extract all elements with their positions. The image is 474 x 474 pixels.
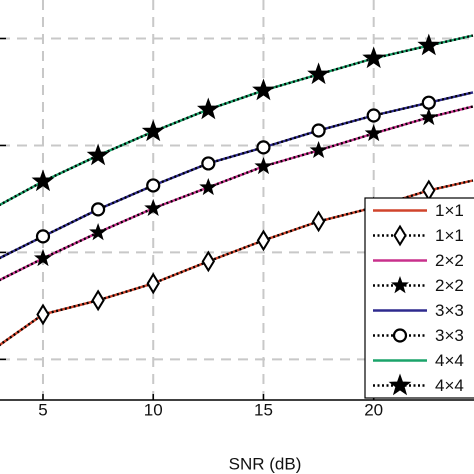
marker xyxy=(197,97,220,120)
marker xyxy=(256,229,271,252)
series xyxy=(0,33,474,207)
series xyxy=(0,91,474,260)
line xyxy=(0,34,474,207)
marker xyxy=(146,272,160,295)
marker xyxy=(309,140,328,158)
legend-marker xyxy=(388,373,412,396)
line xyxy=(0,105,474,282)
legend-label: 4×4 xyxy=(435,351,464,370)
line xyxy=(0,91,474,260)
legend-label: 4×4 xyxy=(435,376,464,395)
marker xyxy=(144,198,163,217)
x-tick-label: 20 xyxy=(364,400,383,419)
marker xyxy=(86,143,110,166)
marker xyxy=(421,95,436,110)
legend-marker xyxy=(392,328,408,343)
marker xyxy=(364,124,383,142)
marker xyxy=(141,119,165,142)
marker xyxy=(91,289,105,312)
legend-marker xyxy=(393,224,407,247)
x-tick-label: 15 xyxy=(254,400,273,419)
marker xyxy=(366,108,381,123)
legend-marker xyxy=(391,276,409,294)
legend-box xyxy=(364,197,474,399)
marker xyxy=(146,178,161,193)
x-tick-label: 5 xyxy=(38,400,47,419)
marker xyxy=(91,202,106,217)
marker xyxy=(89,223,108,241)
legend-label: 1×1 xyxy=(435,201,464,220)
x-axis-label: SNR (dB) xyxy=(229,454,302,473)
marker xyxy=(34,248,52,267)
marker xyxy=(419,107,438,126)
series xyxy=(0,105,474,282)
marker xyxy=(199,177,218,196)
marker xyxy=(311,123,326,138)
marker xyxy=(256,140,271,155)
marker xyxy=(311,210,326,233)
x-tick-label: 10 xyxy=(144,400,163,419)
marker xyxy=(362,46,386,69)
legend-label: 3×3 xyxy=(435,326,464,345)
legend-label: 3×3 xyxy=(435,301,464,320)
legend-label: 2×2 xyxy=(435,251,464,270)
marker xyxy=(201,250,216,273)
series xyxy=(0,91,474,260)
legend: 1×1 1×1 2×2 2×2 3×3 3×3 4×4 4×4 xyxy=(364,197,474,399)
marker xyxy=(35,229,51,244)
marker xyxy=(36,303,50,326)
legend-label: 1×1 xyxy=(435,226,464,245)
marker xyxy=(252,78,275,101)
marker xyxy=(254,156,273,175)
marker xyxy=(422,179,436,202)
line xyxy=(0,179,474,347)
series xyxy=(0,34,474,207)
marker xyxy=(31,169,55,192)
marker xyxy=(417,33,441,56)
marker xyxy=(307,62,331,85)
marker xyxy=(201,156,216,171)
legend-label: 2×2 xyxy=(435,276,464,295)
line xyxy=(0,34,474,207)
